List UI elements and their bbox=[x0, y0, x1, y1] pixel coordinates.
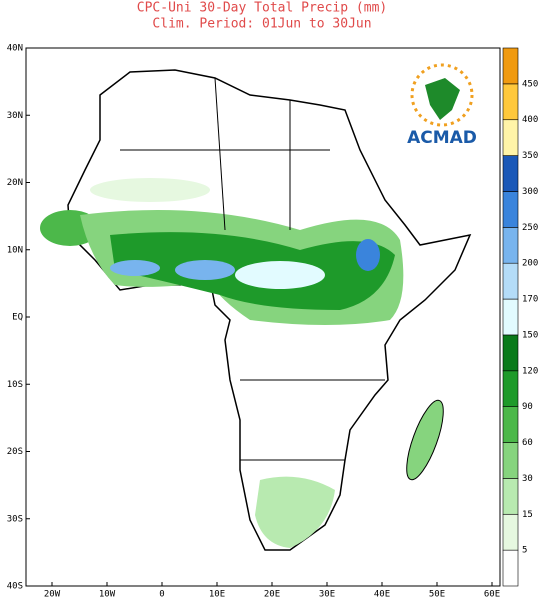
africa bbox=[40, 69, 472, 551]
colorbar-box bbox=[502, 478, 519, 515]
colorbar-box bbox=[502, 47, 519, 85]
colorbar-label: 15 bbox=[522, 510, 533, 520]
colorbar-label: 90 bbox=[522, 402, 533, 412]
lat-label: 10S bbox=[7, 380, 23, 390]
colorbar-label: 150 bbox=[522, 330, 538, 340]
colorbar-box bbox=[502, 513, 519, 551]
colorbar-label: 200 bbox=[522, 259, 538, 269]
colorbar-label: 350 bbox=[522, 151, 538, 161]
colorbar-box bbox=[502, 262, 519, 300]
map-title: CPC-Uni 30-Day Total Precip (mm) bbox=[137, 1, 387, 16]
rain-area bbox=[356, 239, 380, 271]
colorbar-box bbox=[502, 119, 519, 156]
rain-area bbox=[175, 260, 235, 280]
lon-label: 0 bbox=[159, 590, 164, 600]
colorbar-label: 250 bbox=[522, 223, 538, 233]
lat-label: EQ bbox=[12, 313, 23, 323]
lat-label: 20S bbox=[7, 447, 23, 457]
rain-area bbox=[235, 261, 325, 289]
colorbar-box bbox=[502, 155, 519, 192]
colorbar-label: 120 bbox=[522, 366, 538, 376]
colorbar-box bbox=[502, 442, 519, 479]
lon-label: 10E bbox=[209, 590, 225, 600]
logo-sun bbox=[410, 63, 474, 127]
colorbar-box bbox=[502, 227, 519, 264]
map-subtitle: Clim. Period: 01Jun to 30Jun bbox=[152, 17, 371, 32]
colorbar-label: 170 bbox=[522, 295, 538, 305]
rain-area bbox=[110, 260, 160, 276]
lon-label: 50E bbox=[429, 590, 445, 600]
lat-label: 30S bbox=[7, 514, 23, 524]
logo-text: ACMAD bbox=[407, 128, 477, 148]
lat-label: 10N bbox=[7, 245, 23, 255]
colorbar-label: 60 bbox=[522, 438, 533, 448]
colorbar-box bbox=[502, 298, 519, 336]
colorbar-box bbox=[502, 83, 519, 121]
lat-label: 40N bbox=[7, 44, 23, 54]
lon-label: 10W bbox=[99, 590, 116, 600]
madagascar bbox=[406, 399, 444, 481]
colorbar-label: 450 bbox=[522, 79, 538, 89]
lon-label: 20E bbox=[264, 590, 280, 600]
colorbar-label: 400 bbox=[522, 115, 538, 125]
lon-label: 20W bbox=[44, 590, 61, 600]
lon-label: 60E bbox=[484, 590, 500, 600]
colorbar-box bbox=[502, 370, 519, 407]
colorbar-box bbox=[502, 334, 519, 372]
rain-area bbox=[90, 178, 210, 202]
lon-label: 40E bbox=[374, 590, 390, 600]
colorbar-box bbox=[502, 191, 519, 228]
lat-label: 40S bbox=[7, 582, 23, 592]
colorbar-label: 5 bbox=[522, 546, 527, 556]
lon-label: 30E bbox=[319, 590, 335, 600]
colorbar-box bbox=[502, 549, 519, 587]
lat-label: 30N bbox=[7, 111, 23, 121]
lat-label: 20N bbox=[7, 178, 23, 188]
colorbar-label: 30 bbox=[522, 474, 533, 484]
border bbox=[214, 77, 226, 231]
logo: ACMAD bbox=[407, 63, 477, 148]
logo-map bbox=[425, 78, 460, 120]
colorbar-box bbox=[502, 406, 519, 443]
rain-area bbox=[255, 476, 335, 548]
colorbar-label: 300 bbox=[522, 187, 538, 197]
